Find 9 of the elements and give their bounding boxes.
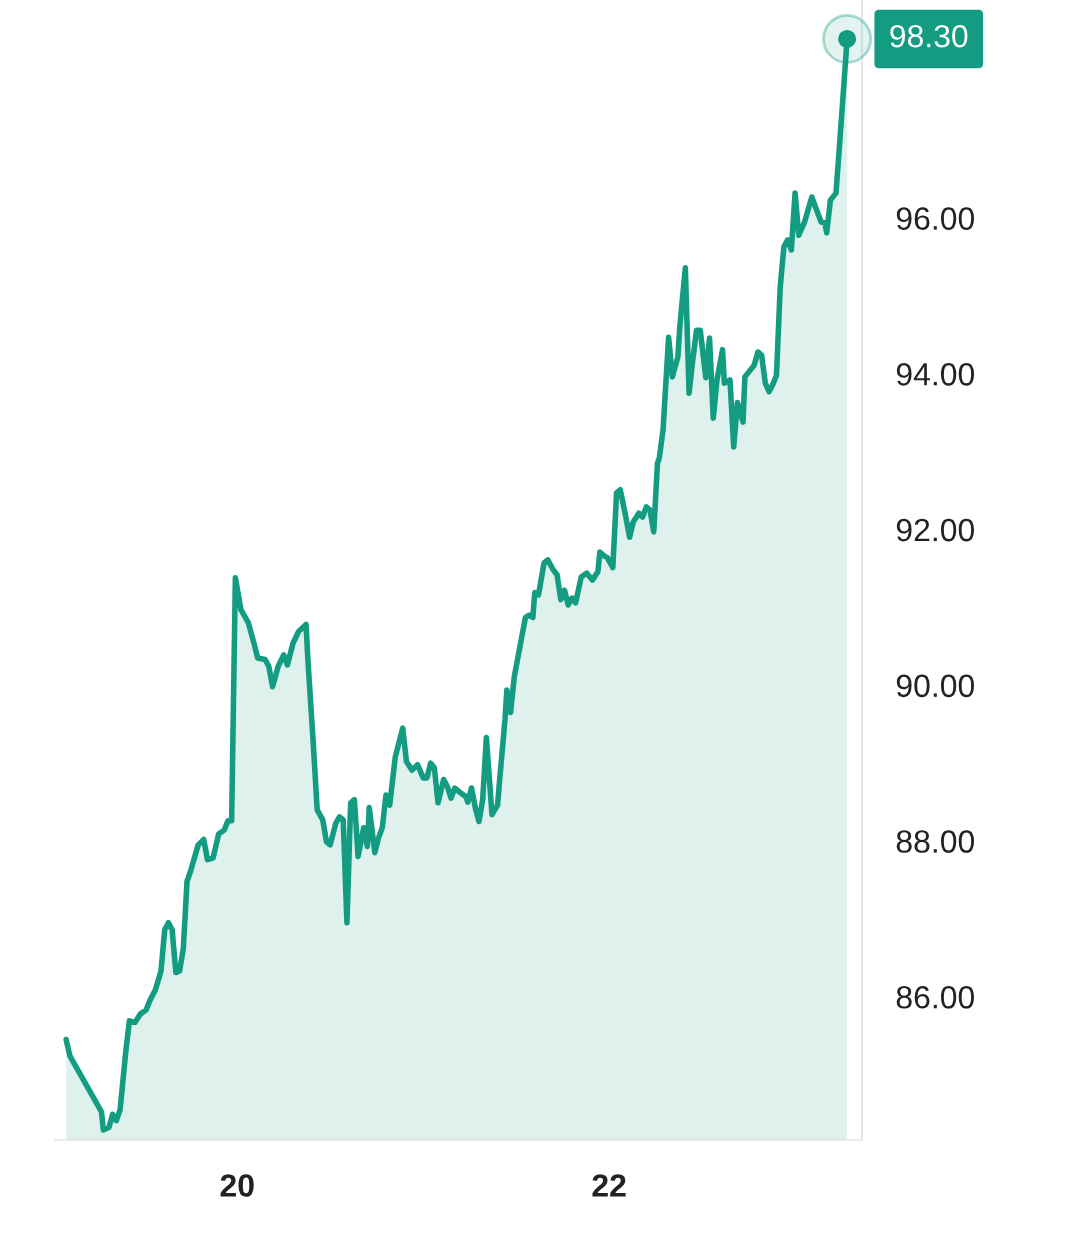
- y-tick-label: 92.00: [896, 518, 975, 542]
- y-tick-label: 86.00: [896, 985, 975, 1009]
- y-tick-label: 94.00: [896, 363, 975, 386]
- x-tick-label: 22: [592, 1174, 626, 1197]
- y-tick-label: 90.00: [896, 674, 975, 698]
- y-tick-label: 96.00: [896, 207, 975, 230]
- y-tick-label: 88.00: [896, 830, 975, 853]
- annotation: 98.30: [890, 24, 968, 48]
- x-tick-label: 20: [220, 1174, 254, 1197]
